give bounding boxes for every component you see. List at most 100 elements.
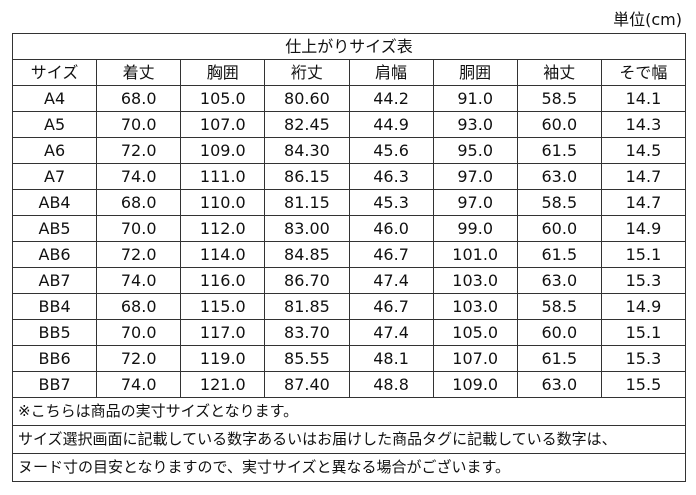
table-row: A4 68.0 105.0 80.60 44.2 91.0 58.5 14.1 xyxy=(11,85,687,112)
table-cell: 109.0 xyxy=(432,371,518,398)
table-cell: 74.0 xyxy=(96,163,182,190)
table-cell: 58.5 xyxy=(516,85,602,112)
table-row: BB7 74.0 121.0 87.40 48.8 109.0 63.0 15.5 xyxy=(11,371,687,398)
table-cell: A7 xyxy=(11,163,98,190)
table-cell: 14.7 xyxy=(600,163,687,190)
header-cell: 胴囲 xyxy=(432,59,518,86)
size-table: 仕上がりサイズ表 サイズ 着丈 胸囲 裄丈 肩幅 胴囲 袖丈 そで幅 A4 68.0 105.0 80.… xyxy=(11,33,687,482)
table-cell: 99.0 xyxy=(432,215,518,242)
note: ヌード寸の目安となりますので、実寸サイズと異なる場合がございます。 xyxy=(12,453,686,482)
table-cell: 47.4 xyxy=(348,267,434,294)
table-cell: BB5 xyxy=(11,319,98,346)
table-cell: 117.0 xyxy=(180,319,266,346)
table-cell: 86.70 xyxy=(264,267,350,294)
header-cell: 裄丈 xyxy=(264,59,350,86)
table-cell: 111.0 xyxy=(180,163,266,190)
table-cell: 68.0 xyxy=(96,293,182,320)
table-cell: 87.40 xyxy=(264,371,350,398)
table-cell: 44.9 xyxy=(348,111,434,138)
table-cell: 91.0 xyxy=(432,85,518,112)
table-cell: A5 xyxy=(11,111,98,138)
table-cell: 72.0 xyxy=(96,137,182,164)
table-cell: AB7 xyxy=(11,267,98,294)
note: ※こちらは商品の実寸サイズとなります。 xyxy=(12,397,686,426)
table-cell: 15.3 xyxy=(600,267,687,294)
table-row: A7 74.0 111.0 86.15 46.3 97.0 63.0 14.7 xyxy=(11,163,687,190)
table-row: サイズ 着丈 胸囲 裄丈 肩幅 胴囲 袖丈 そで幅 xyxy=(11,59,687,86)
table-cell: 14.7 xyxy=(600,189,687,216)
note: サイズ選択画面に記載している数字あるいはお届けした商品タグに記載している数字は、 xyxy=(12,425,686,454)
table-cell: 84.30 xyxy=(264,137,350,164)
table-cell: 70.0 xyxy=(96,215,182,242)
table-cell: A6 xyxy=(11,137,98,164)
table-cell: 97.0 xyxy=(432,163,518,190)
table-cell: 105.0 xyxy=(432,319,518,346)
table-body: 仕上がりサイズ表 サイズ 着丈 胸囲 裄丈 肩幅 胴囲 袖丈 そで幅 A4 68.0 105.0 80.… xyxy=(11,33,687,482)
table-cell: 114.0 xyxy=(180,241,266,268)
table-cell: 85.55 xyxy=(264,345,350,372)
table-row: BB4 68.0 115.0 81.85 46.7 103.0 58.5 14.9 xyxy=(11,293,687,320)
header-cell: 着丈 xyxy=(96,59,182,86)
table-cell: 45.6 xyxy=(348,137,434,164)
table-cell: AB6 xyxy=(11,241,98,268)
table-cell: 14.5 xyxy=(600,137,687,164)
unit-label: 単位(cm) xyxy=(613,10,682,29)
table-cell: 121.0 xyxy=(180,371,266,398)
table-row: ※こちらは商品の実寸サイズとなります。 xyxy=(12,397,686,426)
header-cell: 袖丈 xyxy=(516,59,602,86)
table-cell: 72.0 xyxy=(96,345,182,372)
table-cell: 107.0 xyxy=(180,111,266,138)
table-cell: 14.1 xyxy=(600,85,687,112)
table-cell: 70.0 xyxy=(96,111,182,138)
table-cell: 103.0 xyxy=(432,267,518,294)
table-cell: 81.85 xyxy=(264,293,350,320)
table-row: AB5 70.0 112.0 83.00 46.0 99.0 60.0 14.9 xyxy=(11,215,687,242)
table-cell: 15.1 xyxy=(600,319,687,346)
table-cell: 109.0 xyxy=(180,137,266,164)
table-row: AB6 72.0 114.0 84.85 46.7 101.0 61.5 15.1 xyxy=(11,241,687,268)
table-cell: 103.0 xyxy=(432,293,518,320)
table-cell: 81.15 xyxy=(264,189,350,216)
table-row: 仕上がりサイズ表 xyxy=(12,33,686,60)
table-cell: 95.0 xyxy=(432,137,518,164)
table-cell: 46.7 xyxy=(348,241,434,268)
table-cell: 46.7 xyxy=(348,293,434,320)
table-cell: 60.0 xyxy=(516,215,602,242)
table-cell: 119.0 xyxy=(180,345,266,372)
table-cell: 83.00 xyxy=(264,215,350,242)
table-row: AB7 74.0 116.0 86.70 47.4 103.0 63.0 15.3 xyxy=(11,267,687,294)
table-cell: 97.0 xyxy=(432,189,518,216)
table-cell: 101.0 xyxy=(432,241,518,268)
table-row: ヌード寸の目安となりますので、実寸サイズと異なる場合がございます。 xyxy=(12,453,686,482)
table-cell: 46.0 xyxy=(348,215,434,242)
table-cell: 68.0 xyxy=(96,189,182,216)
table-cell: AB5 xyxy=(11,215,98,242)
table-cell: 61.5 xyxy=(516,345,602,372)
table-cell: 14.9 xyxy=(600,215,687,242)
table-cell: 68.0 xyxy=(96,85,182,112)
table-cell: 82.45 xyxy=(264,111,350,138)
table-cell: 15.3 xyxy=(600,345,687,372)
table-cell: BB6 xyxy=(11,345,98,372)
table-cell: 14.9 xyxy=(600,293,687,320)
table-cell: 58.5 xyxy=(516,293,602,320)
table-row: A5 70.0 107.0 82.45 44.9 93.0 60.0 14.3 xyxy=(11,111,687,138)
header-cell: 肩幅 xyxy=(348,59,434,86)
table-row: BB5 70.0 117.0 83.70 47.4 105.0 60.0 15.1 xyxy=(11,319,687,346)
table-row: AB4 68.0 110.0 81.15 45.3 97.0 58.5 14.7 xyxy=(11,189,687,216)
header-cell: そで幅 xyxy=(600,59,687,86)
table-cell: BB4 xyxy=(11,293,98,320)
table-cell: 15.1 xyxy=(600,241,687,268)
table-cell: 83.70 xyxy=(264,319,350,346)
table-cell: 44.2 xyxy=(348,85,434,112)
table-title: 仕上がりサイズ表 xyxy=(12,33,686,60)
table-cell: 107.0 xyxy=(432,345,518,372)
table-cell: 112.0 xyxy=(180,215,266,242)
table-cell: 61.5 xyxy=(516,241,602,268)
table-cell: BB7 xyxy=(11,371,98,398)
table-cell: 63.0 xyxy=(516,267,602,294)
table-cell: 70.0 xyxy=(96,319,182,346)
table-cell: 84.85 xyxy=(264,241,350,268)
table-cell: AB4 xyxy=(11,189,98,216)
